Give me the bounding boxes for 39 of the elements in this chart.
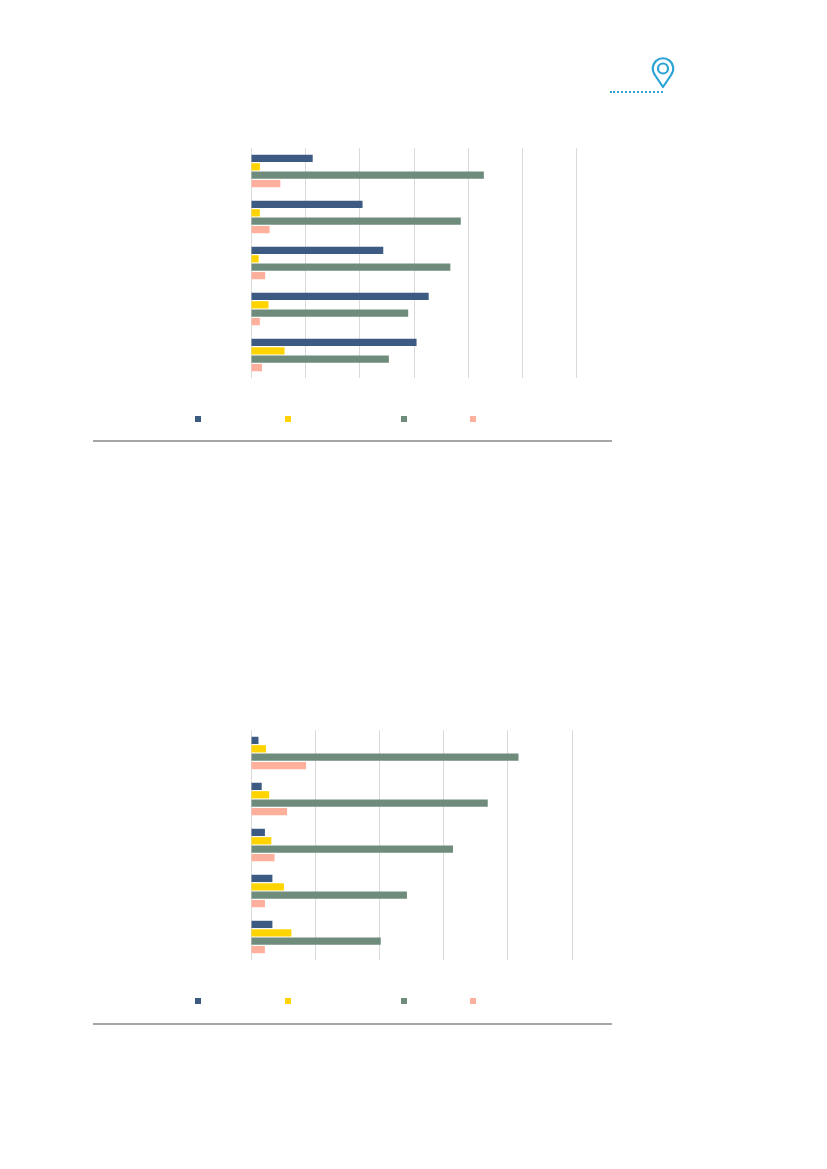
bar xyxy=(251,309,409,317)
bar xyxy=(251,200,363,209)
bar xyxy=(251,217,461,225)
bar xyxy=(251,338,417,347)
bar xyxy=(251,920,273,929)
bar xyxy=(251,845,453,853)
bar xyxy=(251,163,260,171)
bar xyxy=(251,937,381,945)
bar xyxy=(251,899,265,908)
bar xyxy=(251,263,451,271)
bar xyxy=(251,874,273,883)
bar xyxy=(251,154,313,163)
bar xyxy=(251,828,265,837)
bar xyxy=(251,171,484,179)
bar xyxy=(251,246,384,255)
bar xyxy=(251,807,288,816)
bar xyxy=(251,292,429,301)
bar xyxy=(251,929,292,937)
bar xyxy=(251,317,260,326)
bar xyxy=(251,225,270,234)
bar xyxy=(251,891,407,899)
bar xyxy=(251,945,265,954)
bar xyxy=(251,255,259,263)
bar xyxy=(251,761,307,770)
bar xyxy=(251,791,270,799)
bar xyxy=(251,301,269,309)
bar xyxy=(251,837,272,845)
bar xyxy=(251,883,284,891)
bar xyxy=(251,347,285,355)
bar xyxy=(251,209,260,217)
bar xyxy=(251,745,266,753)
bar xyxy=(251,271,266,280)
bar xyxy=(251,355,389,363)
bar xyxy=(251,363,262,372)
bar xyxy=(251,179,281,188)
bar xyxy=(251,799,488,807)
bar xyxy=(251,782,262,791)
bar xyxy=(251,753,519,761)
bar xyxy=(251,853,275,862)
